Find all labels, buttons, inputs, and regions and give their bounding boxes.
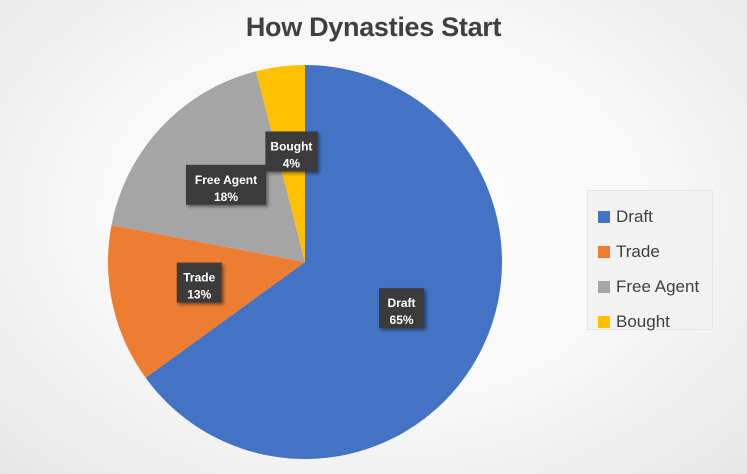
legend: Draft Trade Free Agent Bought	[587, 190, 713, 331]
legend-item-trade: Trade	[588, 234, 712, 269]
legend-item-draft: Draft	[588, 199, 712, 234]
data-label-bought: Bought 4%	[265, 131, 318, 172]
legend-item-bought: Bought	[588, 304, 712, 339]
data-label-category: Trade	[183, 271, 215, 285]
data-label-box	[186, 164, 267, 205]
legend-label: Draft	[616, 206, 653, 226]
data-label-value: 18%	[214, 190, 238, 204]
legend-label: Bought	[616, 311, 670, 331]
chart-title: How Dynasties Start	[245, 12, 502, 42]
data-label-value: 4%	[283, 157, 301, 171]
data-label-free-agent: Free Agent 18%	[186, 164, 267, 205]
legend-item-free-agent: Free Agent	[588, 269, 712, 304]
data-label-category: Draft	[388, 296, 416, 310]
legend-swatch	[598, 280, 610, 293]
legend-label: Free Agent	[616, 276, 700, 296]
data-label-category: Bought	[270, 140, 312, 154]
data-label-box	[265, 131, 318, 172]
legend-swatch	[598, 245, 610, 258]
data-label-category: Free Agent	[195, 173, 257, 187]
legend-swatch	[598, 315, 610, 328]
data-label-box	[176, 262, 222, 303]
data-label-value: 13%	[187, 288, 211, 302]
data-label-trade: Trade 13%	[176, 262, 222, 303]
legend-swatch	[598, 210, 610, 223]
data-label-box	[379, 288, 425, 329]
pie-slice-draft	[145, 65, 502, 460]
legend-label: Trade	[616, 241, 660, 261]
data-label-draft: Draft 65%	[379, 288, 425, 329]
data-label-value: 65%	[390, 313, 414, 327]
